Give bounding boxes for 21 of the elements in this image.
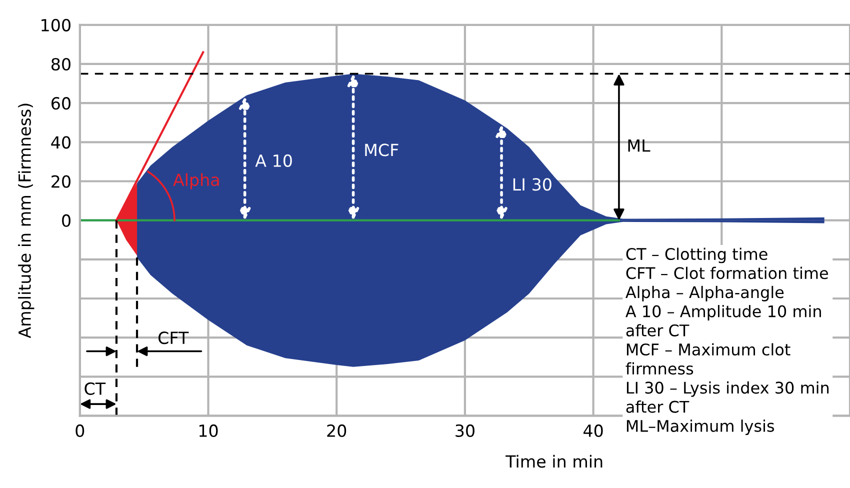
x-tick-label: 0 <box>76 424 84 438</box>
annotation: A 10 <box>255 154 292 167</box>
annotation: CFT <box>158 332 189 344</box>
annotation: LI 30 <box>513 178 552 191</box>
x-axis-title: Time in min <box>506 454 602 468</box>
x-tick-label: 40 <box>584 424 603 438</box>
x-tick-label: 20 <box>327 424 346 438</box>
y-tick-label: 60 <box>52 97 70 110</box>
x-tick-label: 30 <box>456 424 474 438</box>
annotation: Alpha <box>173 173 219 190</box>
x-tick-label: 10 <box>199 424 218 438</box>
y-tick-label: 100 <box>42 18 70 32</box>
annotation: ML <box>628 139 650 152</box>
text: CT – Clotting time CFT – Clot formation time Alpha – Alpha-angle A 10 – Amplitude 10 min after CT MCF – Maximum clot firmness LI 30 – Lysis index 30 min after CT ML–Maximum lysis <box>626 248 829 436</box>
y-tick-label: 40 <box>51 136 70 149</box>
y-tick-label: 0 <box>62 214 70 227</box>
annotation: CT <box>84 382 106 395</box>
y-tick-label: 20 <box>52 175 70 188</box>
y-axis-title: Amplitude in mm (Firmness) <box>18 104 34 338</box>
annotation: MCF <box>365 144 398 156</box>
y-tick-label: 80 <box>51 58 70 71</box>
